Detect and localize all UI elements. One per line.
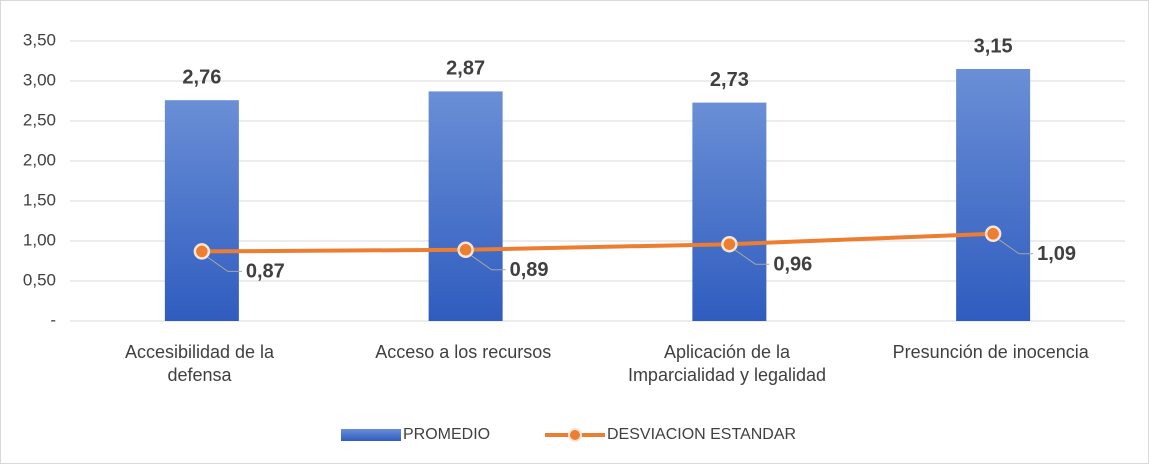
data-label: 0,89: [510, 259, 549, 281]
legend-label: PROMEDIO: [403, 426, 490, 443]
leader-line: [998, 239, 1034, 255]
y-tick-label: 1,00: [23, 230, 56, 249]
x-tick-label: Presunción de inocencia: [892, 342, 1089, 362]
marker: [193, 243, 211, 260]
bar: [956, 69, 1031, 321]
y-tick-label: -: [50, 310, 56, 329]
line: [201, 231, 994, 254]
y-tick-label: 1,50: [23, 190, 56, 209]
legend-label: DESVIACION ESTANDAR: [607, 426, 796, 443]
data-label: 3,15: [974, 35, 1013, 57]
marker: [457, 241, 474, 259]
bar: [692, 102, 767, 321]
leader-line: [735, 249, 770, 265]
legend-swatch: [568, 428, 582, 442]
marker: [721, 235, 738, 253]
marker: [984, 225, 1002, 243]
x-tick-label: Accesibilidad de la defensa: [124, 342, 275, 385]
y-tick-label: 3,50: [23, 30, 56, 49]
y-tick-label: 2,00: [23, 150, 56, 169]
y-tick-label: 3,00: [23, 70, 56, 89]
leader-line: [207, 256, 242, 272]
x-tick-label: Aplicación de la Imparcialidad y legalid…: [627, 342, 827, 385]
data-label: 1,09: [1037, 243, 1076, 265]
data-label: 2,87: [446, 58, 485, 80]
bar: [164, 100, 239, 321]
leader-line: [471, 255, 506, 271]
data-label: 2,76: [182, 66, 221, 88]
bar: [428, 91, 503, 322]
data-label: 2,73: [710, 69, 749, 91]
data-label: 0,87: [246, 261, 285, 283]
y-tick-label: 0,50: [23, 270, 56, 289]
y-tick-label: 2,50: [23, 110, 56, 129]
data-label: 0,96: [773, 253, 812, 275]
x-tick-label: Acceso a los recursos: [375, 342, 552, 362]
legend-swatch: [341, 429, 401, 441]
